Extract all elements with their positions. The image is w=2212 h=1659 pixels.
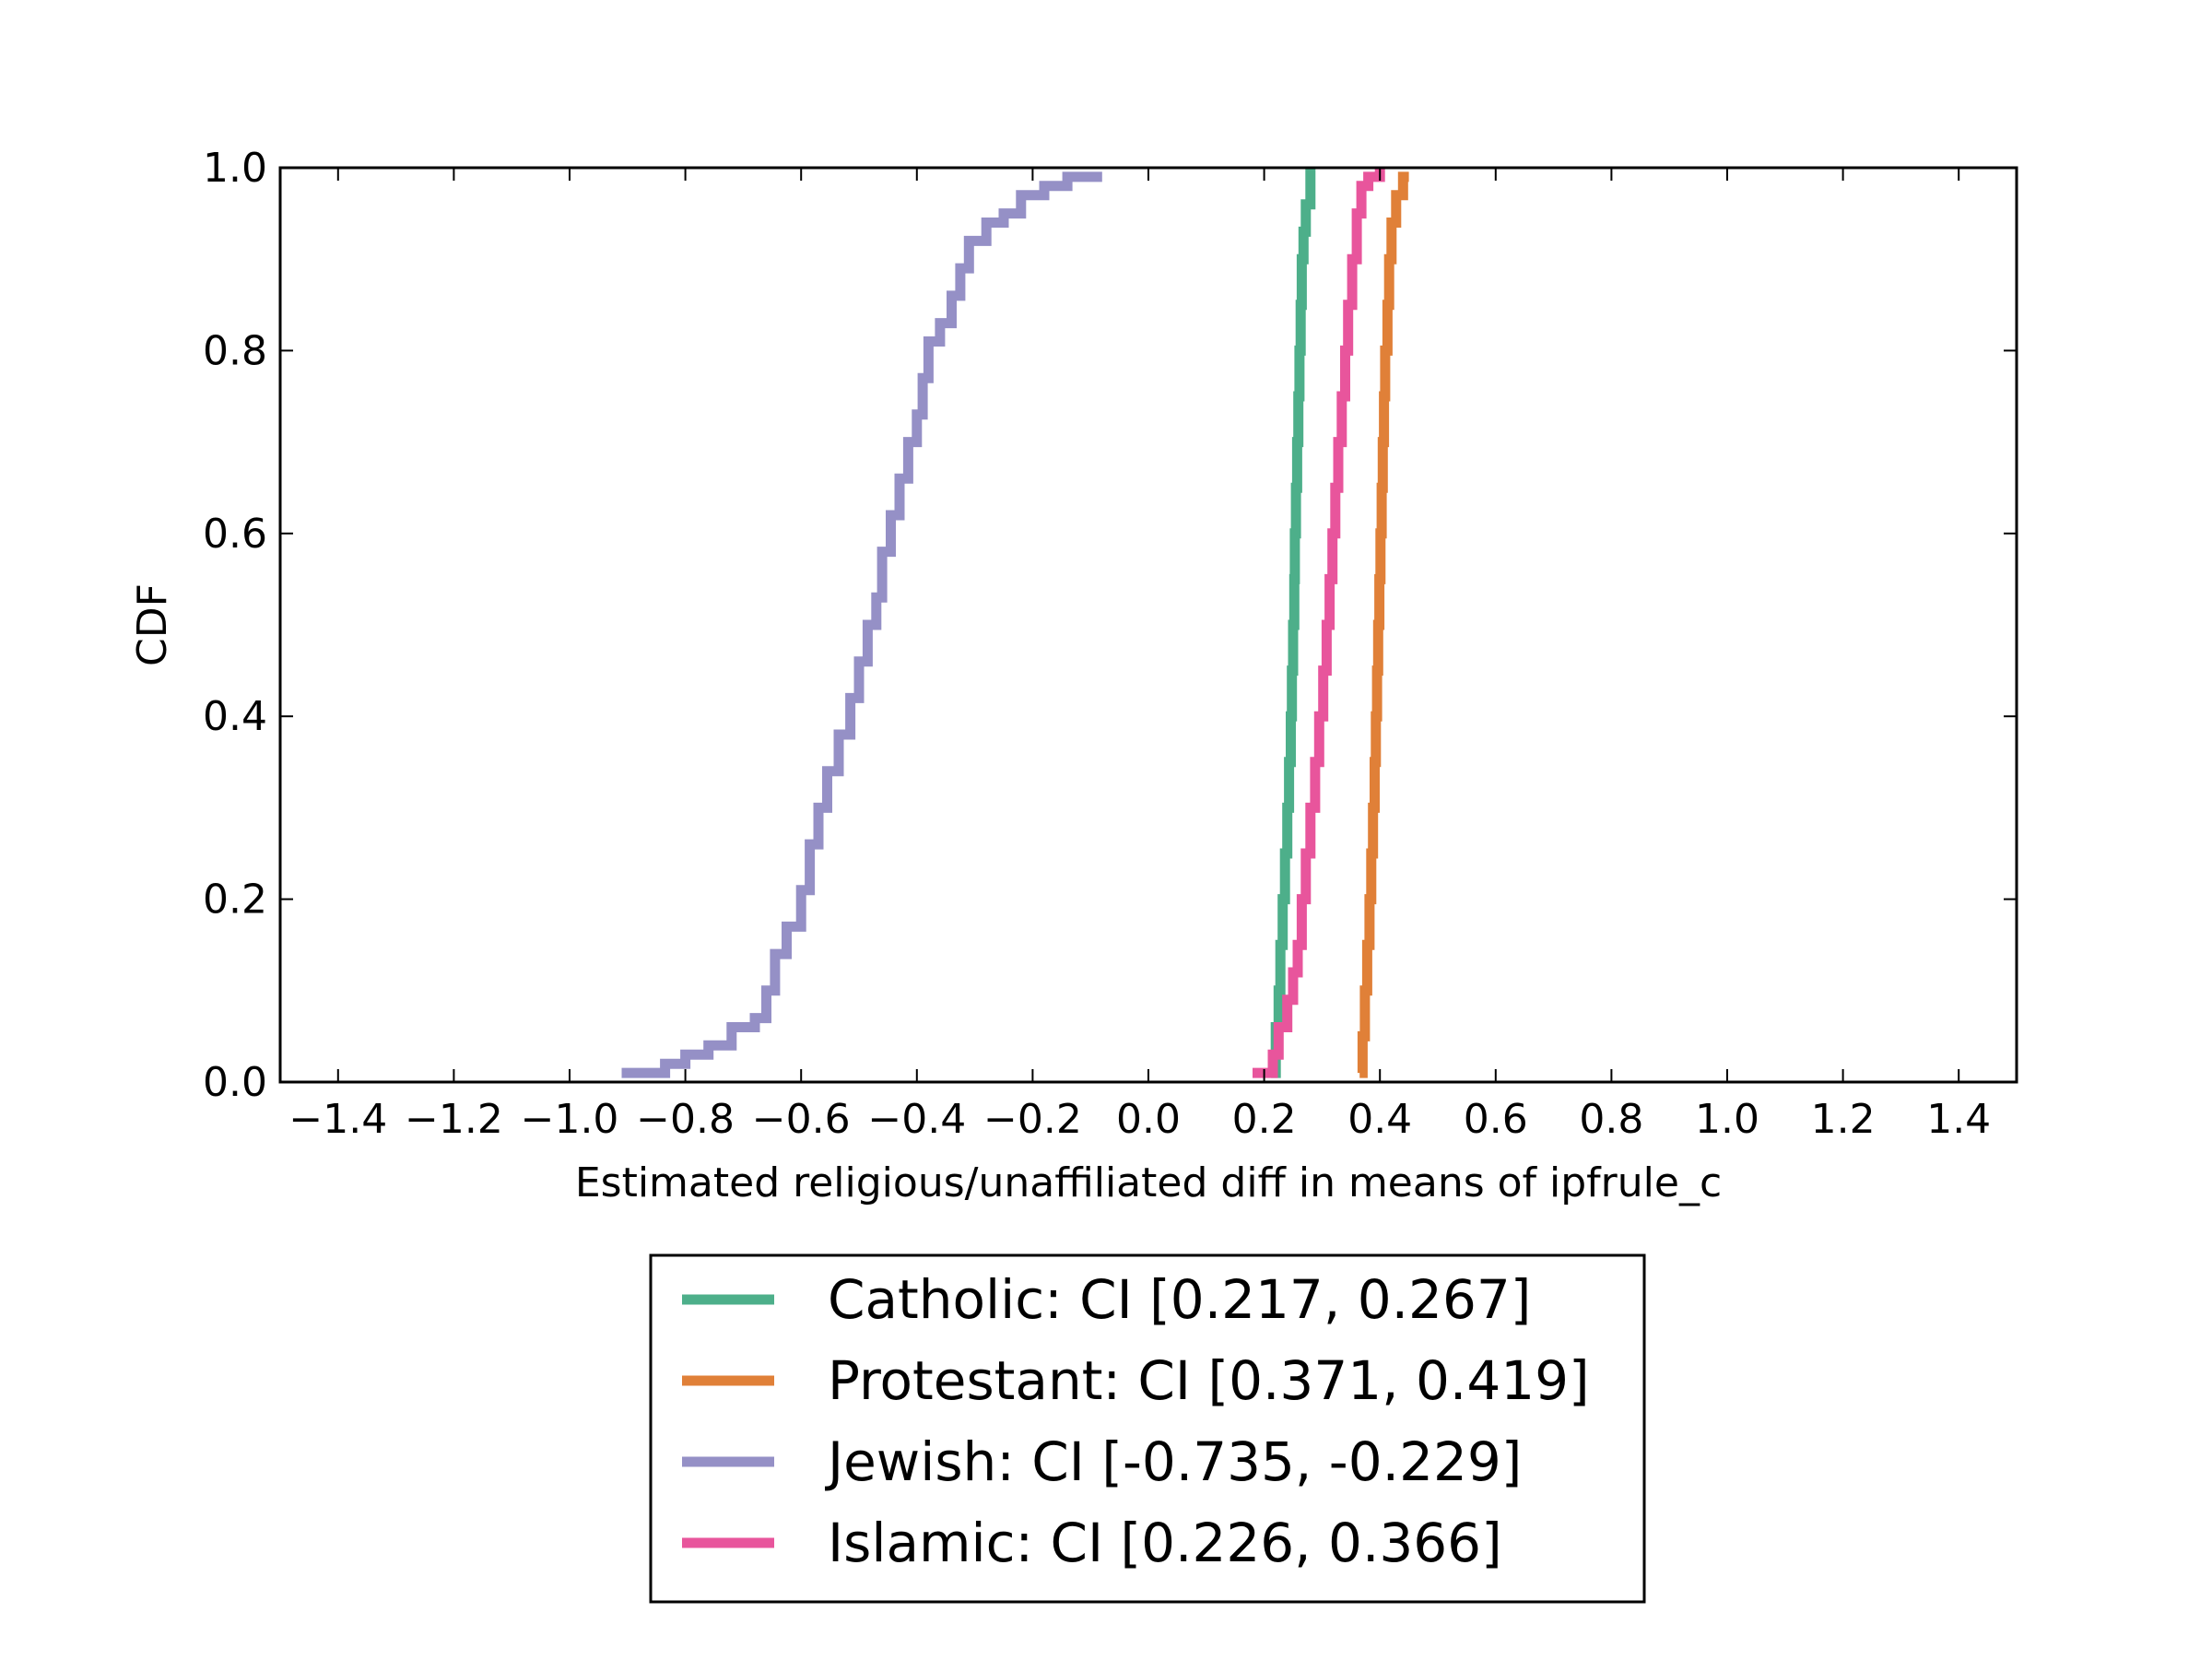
x-axis-label: Estimated religious/unaffiliated diff in… [575,1159,1722,1206]
legend-label-0: Catholic: CI [0.217, 0.267] [828,1268,1531,1331]
x-tick-label: 1.4 [1926,1096,1991,1143]
x-tick-label: 0.0 [1116,1096,1181,1143]
plot-frame [278,166,2018,1084]
legend-label-1: Protestant: CI [0.371, 0.419] [828,1349,1590,1412]
series-line-1 [1357,171,1409,1078]
x-tick-label: −1.4 [288,1096,387,1143]
series-layer [621,168,1409,1078]
legend-entries: Catholic: CI [0.217, 0.267] Protestant: C… [682,1268,1590,1574]
legend-frame [649,1253,1646,1604]
x-tick-label: 1.2 [1811,1096,1876,1143]
legend-label-2: Jewish: CI [-0.735, -0.229] [825,1430,1522,1493]
x-tick-label: 0.4 [1347,1096,1412,1143]
y-axis-label: CDF [129,583,176,666]
y-tick-label: 1.0 [203,145,267,192]
x-tick-label: −0.8 [636,1096,735,1143]
x-tick-label: −1.0 [521,1096,619,1143]
legend: Catholic: CI [0.217, 0.267] Protestant: C… [649,1253,1646,1604]
x-tick-label: −0.4 [867,1096,966,1143]
x-tick-label: 1.0 [1695,1096,1759,1143]
x-tick-label: −0.6 [752,1096,851,1143]
ticks-layer: −1.4 −1.2 −1.0 −0.8 −0.6 −0.4 −0.2 0.0 0.2 0.4 0.6… [203,145,2017,1143]
legend-label-3: Islamic: CI [0.226, 0.366] [828,1512,1502,1574]
x-tick-label: −0.2 [983,1096,1082,1143]
y-tick-label: 0.8 [203,327,267,374]
series-line-0 [1270,168,1316,1078]
x-tick-label: 0.6 [1464,1096,1528,1143]
y-tick-label: 0.0 [203,1059,267,1106]
series-line-3 [1253,168,1385,1078]
x-tick-label: 0.8 [1579,1096,1643,1143]
y-tick-label: 0.4 [203,693,267,740]
x-tick-label: 0.2 [1232,1096,1297,1143]
y-tick-label: 0.6 [203,511,267,558]
y-tick-label: 0.2 [203,877,267,924]
series-line-2 [621,171,1102,1078]
x-tick-label: −1.2 [405,1096,503,1143]
